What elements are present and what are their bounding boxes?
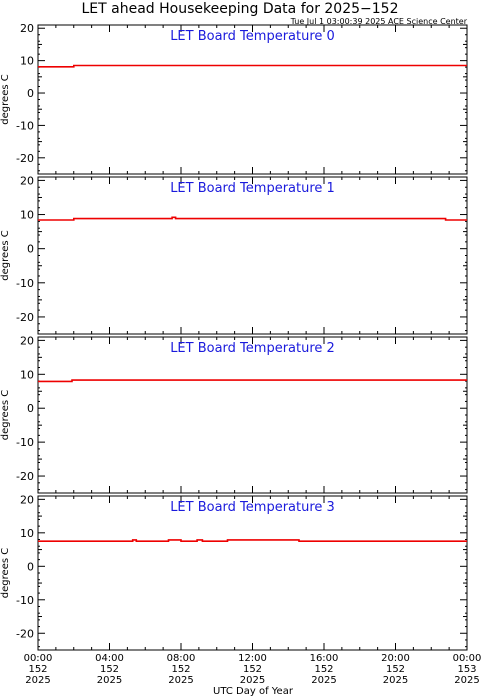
x-tick-label: 153 bbox=[457, 664, 476, 675]
x-tick-label: 2025 bbox=[383, 675, 408, 686]
y-tick-label: 0 bbox=[27, 87, 34, 100]
panel-0: 20 10 0 -10 -20 degrees C LET Board Temperatur… bbox=[0, 22, 468, 175]
y-tick-label: -20 bbox=[16, 311, 34, 324]
y-tick-label: -20 bbox=[16, 627, 34, 640]
y-tick-label: 20 bbox=[20, 493, 34, 506]
generation-timestamp: Tue Jul 1 03:00:39 2025 ACE Science Cent… bbox=[290, 17, 468, 26]
panel-1: 20 10 0 -10 -20 degrees C LET Board Temperatur… bbox=[0, 174, 468, 335]
temperature-series-line bbox=[38, 216, 467, 221]
x-tick-label: 16:00 bbox=[310, 653, 339, 664]
y-tick-label: -20 bbox=[16, 152, 34, 165]
x-tick-label: 152 bbox=[28, 664, 47, 675]
panel-title: LET Board Temperature 3 bbox=[170, 500, 335, 515]
panel-2: 20 10 0 -10 -20 degrees C LET Board Temperatur… bbox=[0, 334, 468, 494]
x-tick-label: 152 bbox=[100, 664, 119, 675]
temperature-series-line bbox=[38, 539, 467, 543]
x-tick-label: 00:00 bbox=[453, 653, 481, 664]
x-tick-label: 2025 bbox=[97, 675, 122, 686]
panel-frame bbox=[37, 495, 468, 651]
x-tick-label: 2025 bbox=[240, 675, 265, 686]
x-tick-label: 152 bbox=[386, 664, 405, 675]
y-tick-label: 20 bbox=[20, 174, 34, 187]
panel-title: LET Board Temperature 2 bbox=[170, 341, 335, 356]
y-axis-label: degrees C bbox=[0, 74, 11, 124]
x-tick-label: 04:00 bbox=[95, 653, 124, 664]
y-axis-label: degrees C bbox=[0, 390, 11, 440]
x-tick-label: 152 bbox=[314, 664, 333, 675]
panel-frame bbox=[37, 24, 468, 175]
y-tick-label: 20 bbox=[20, 334, 34, 347]
y-tick-label: 0 bbox=[27, 402, 34, 415]
panel-3: 20 10 0 -10 -20 degrees C LET Board Temperatur… bbox=[0, 493, 468, 651]
y-tick-label: 0 bbox=[27, 560, 34, 573]
y-tick-label: -10 bbox=[16, 594, 34, 607]
y-tick-label: 10 bbox=[20, 209, 34, 222]
x-axis: 00:00152202504:00152202508:00152202512:0… bbox=[24, 653, 481, 686]
x-tick-label: 20:00 bbox=[381, 653, 410, 664]
temperature-series-line bbox=[38, 379, 467, 383]
x-tick-label: 152 bbox=[243, 664, 262, 675]
x-tick-label: 08:00 bbox=[167, 653, 196, 664]
chart-title: LET ahead Housekeeping Data for 2025−152 bbox=[82, 1, 399, 17]
y-tick-label: -10 bbox=[16, 277, 34, 290]
y-tick-label: 20 bbox=[20, 22, 34, 35]
y-tick-label: -10 bbox=[16, 119, 34, 132]
temperature-series-line bbox=[38, 64, 467, 68]
y-tick-label: -10 bbox=[16, 436, 34, 449]
panel-frame bbox=[37, 176, 468, 335]
panel-title: LET Board Temperature 0 bbox=[170, 29, 335, 44]
x-axis-label: UTC Day of Year bbox=[213, 686, 294, 697]
y-tick-label: 10 bbox=[20, 527, 34, 540]
y-axis-label: degrees C bbox=[0, 548, 11, 598]
x-tick-label: 152 bbox=[171, 664, 190, 675]
x-tick-label: 2025 bbox=[454, 675, 479, 686]
y-axis-label: degrees C bbox=[0, 230, 11, 280]
x-tick-label: 2025 bbox=[25, 675, 50, 686]
x-tick-label: 00:00 bbox=[24, 653, 53, 664]
panel-title: LET Board Temperature 1 bbox=[170, 181, 335, 196]
x-tick-label: 2025 bbox=[311, 675, 336, 686]
y-tick-label: 10 bbox=[20, 368, 34, 381]
y-tick-label: -20 bbox=[16, 470, 34, 483]
panel-frame bbox=[37, 336, 468, 494]
x-tick-label: 2025 bbox=[168, 675, 193, 686]
y-tick-label: 0 bbox=[27, 243, 34, 256]
y-tick-label: 10 bbox=[20, 55, 34, 68]
panels-group: 20 10 0 -10 -20 degrees C LET Board Temperatur… bbox=[0, 22, 468, 651]
x-tick-label: 12:00 bbox=[238, 653, 267, 664]
